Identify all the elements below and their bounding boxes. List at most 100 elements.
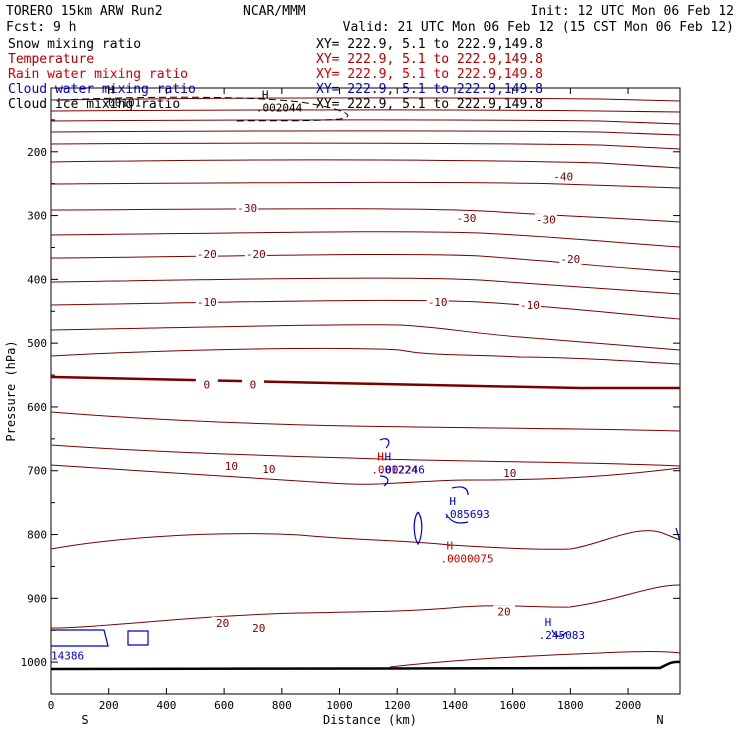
terrain-line: [50, 660, 681, 671]
x-tick-label: 1600: [499, 699, 526, 712]
temperature-contour-label: 0: [250, 378, 257, 391]
isotherm: [50, 444, 681, 467]
contour-label-bg: [426, 295, 449, 308]
isotherm: [50, 411, 681, 432]
cloud-contour: [451, 486, 469, 496]
cloud-contour: [413, 511, 423, 546]
x-tick-label: 1200: [384, 699, 411, 712]
temperature-contour-label: -20: [246, 248, 266, 261]
isotherm: [50, 464, 681, 485]
contour-label-bg: [492, 605, 515, 618]
legend-label-snow: Snow mixing ratio: [8, 37, 141, 52]
contour-label-bg: [220, 459, 243, 472]
cloud-contour: [127, 630, 149, 646]
legend-label-cloud-water: Cloud water mixing ratio: [8, 82, 196, 97]
cloud-water-contours: [51, 438, 681, 647]
x-end-label-left: S: [81, 713, 88, 727]
contour-label-bg: [498, 466, 521, 479]
x-axis-ticks: 0 200 400 600 800 1000 1200 1400 1600 1800 2000: [48, 88, 642, 712]
temperature-contour-label: 0: [203, 378, 210, 391]
isotherm: [50, 231, 681, 248]
contour-label-bg: [211, 616, 234, 629]
y-tick-label: 300: [27, 210, 47, 223]
isotherm: [50, 324, 681, 351]
x-tick-label: 1800: [557, 699, 584, 712]
contour-label-bg: [247, 621, 270, 634]
legend-xy-cloud-ice: XY= 222.9, 5.1 to 222.9,149.8: [316, 97, 543, 112]
legend-label-temperature: Temperature: [8, 52, 94, 67]
cloud-contour: [51, 629, 109, 647]
model-run-title: TORERO 15km ARW Run2: [6, 4, 163, 19]
extremum-value: .085693: [443, 508, 489, 521]
temperature-contour-label: -30: [536, 214, 556, 227]
contour-label-bg: [552, 170, 575, 183]
x-tick-label: 1400: [442, 699, 469, 712]
y-tick-label: 700: [27, 465, 47, 478]
temperature-contour-label: 20: [252, 622, 265, 635]
isotherm: [50, 347, 681, 365]
cloud-contour: [379, 475, 389, 487]
snow-contour: [59, 96, 349, 122]
isotherm: [50, 142, 681, 150]
zero-isotherm: [50, 375, 680, 390]
contour-label-bg: [559, 253, 582, 266]
x-tick-label: 0: [48, 699, 55, 712]
extremum-marker: H: [545, 616, 552, 629]
extremum-marker: H: [384, 450, 391, 463]
cloud-contour: [551, 629, 567, 637]
temperature-contour-label: 10: [503, 467, 516, 480]
org-label: NCAR/MMM: [243, 4, 306, 19]
extremum-value: .002246: [378, 463, 424, 476]
temperature-contour-label: -20: [197, 248, 217, 261]
extremum-value: .002044: [256, 102, 303, 115]
y-tick-label: 1000: [21, 656, 48, 669]
extremum-value: .001224: [371, 463, 418, 476]
temperature-contour-label: 20: [216, 617, 229, 630]
temperature-contour-label: -10: [428, 296, 448, 309]
init-time: Init: 12 UTC Mon 06 Feb 12: [531, 4, 735, 19]
isotherm: [50, 109, 681, 113]
isotherm: [50, 119, 681, 125]
temperature-contour-label: -20: [560, 253, 580, 266]
y-tick-label: 800: [27, 529, 47, 542]
cloud-contour: [445, 513, 469, 524]
contour-label-bg: [195, 378, 218, 391]
isotherm: [50, 130, 681, 136]
cloud-contour: [379, 438, 390, 449]
legend-xy-temperature: XY= 222.9, 5.1 to 222.9,149.8: [316, 52, 543, 67]
contour-label-bg: [244, 248, 267, 261]
contour-label-bg: [257, 463, 280, 476]
contour-label-bg: [195, 248, 218, 261]
extrema-markers: H.002044H.00101H.001224H.002246H.085693H…: [51, 84, 585, 663]
extremum-value: 14386: [51, 650, 84, 663]
x-tick-label: 2000: [615, 699, 642, 712]
isotherm: [50, 159, 681, 169]
isotherm: [50, 530, 681, 550]
x-end-label-right: N: [656, 713, 663, 727]
y-tick-label: 200: [27, 146, 47, 159]
temperature-contour-label: -10: [520, 299, 540, 312]
isotherm: [50, 181, 681, 189]
contour-label-bg: [236, 202, 259, 215]
isotherm: [50, 584, 681, 629]
legend-xy-cloud-water: XY= 222.9, 5.1 to 222.9,149.8: [316, 82, 543, 97]
temperature-contour-label: -40: [553, 170, 573, 183]
extremum-marker: H: [447, 540, 454, 553]
extremum-marker: H: [107, 84, 114, 97]
extremum-marker: H: [262, 89, 269, 102]
contour-label-bg: [534, 213, 557, 226]
isotherm: [50, 97, 681, 102]
extremum-marker: H: [377, 450, 384, 463]
isotherm: [50, 208, 681, 223]
isotherm: [50, 299, 681, 320]
temperature-contour-label: 20: [497, 605, 510, 618]
extremum-value: .245083: [539, 629, 585, 642]
temperature-contour-label: 10: [225, 460, 238, 473]
extremum-value: .00101: [101, 97, 141, 110]
contour-label-bg: [195, 295, 218, 308]
isotherm: [50, 253, 681, 273]
y-axis-label: Pressure (hPa): [4, 340, 18, 441]
legend-xy-snow: XY= 222.9, 5.1 to 222.9,149.8: [316, 37, 543, 52]
